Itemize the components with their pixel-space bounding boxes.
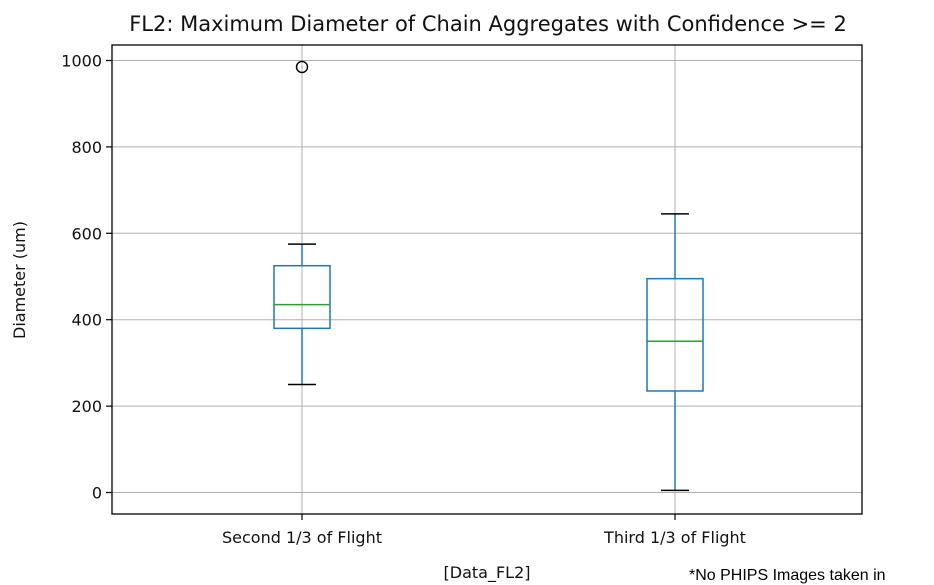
x-axis-ticks: Second 1/3 of Flight Third 1/3 of Flight (222, 514, 746, 547)
iqr-box (646, 277, 704, 392)
chart-title: FL2: Maximum Diameter of Chain Aggregate… (129, 12, 847, 36)
x-tick-label: Second 1/3 of Flight (222, 528, 382, 547)
outlier-point (295, 60, 309, 74)
y-axis-label: Diameter (um) (10, 221, 29, 339)
grid-lines (112, 45, 862, 514)
y-tick-label: 1000 (61, 52, 102, 71)
y-tick-label: 800 (71, 138, 102, 157)
y-tick-label: 0 (92, 484, 102, 503)
y-tick-label: 200 (71, 397, 102, 416)
y-tick-label: 600 (71, 224, 102, 243)
x-axis-label: [Data_FL2] (444, 563, 531, 583)
y-axis-ticks: 0 200 400 600 800 1000 (61, 52, 112, 503)
x-tick-label: Third 1/3 of Flight (603, 528, 746, 547)
boxes-layer (273, 60, 704, 492)
iqr-box (273, 264, 331, 330)
footnote-text: *No PHIPS Images taken in (689, 567, 886, 584)
plot-frame (111, 44, 863, 515)
y-tick-label: 400 (71, 311, 102, 330)
